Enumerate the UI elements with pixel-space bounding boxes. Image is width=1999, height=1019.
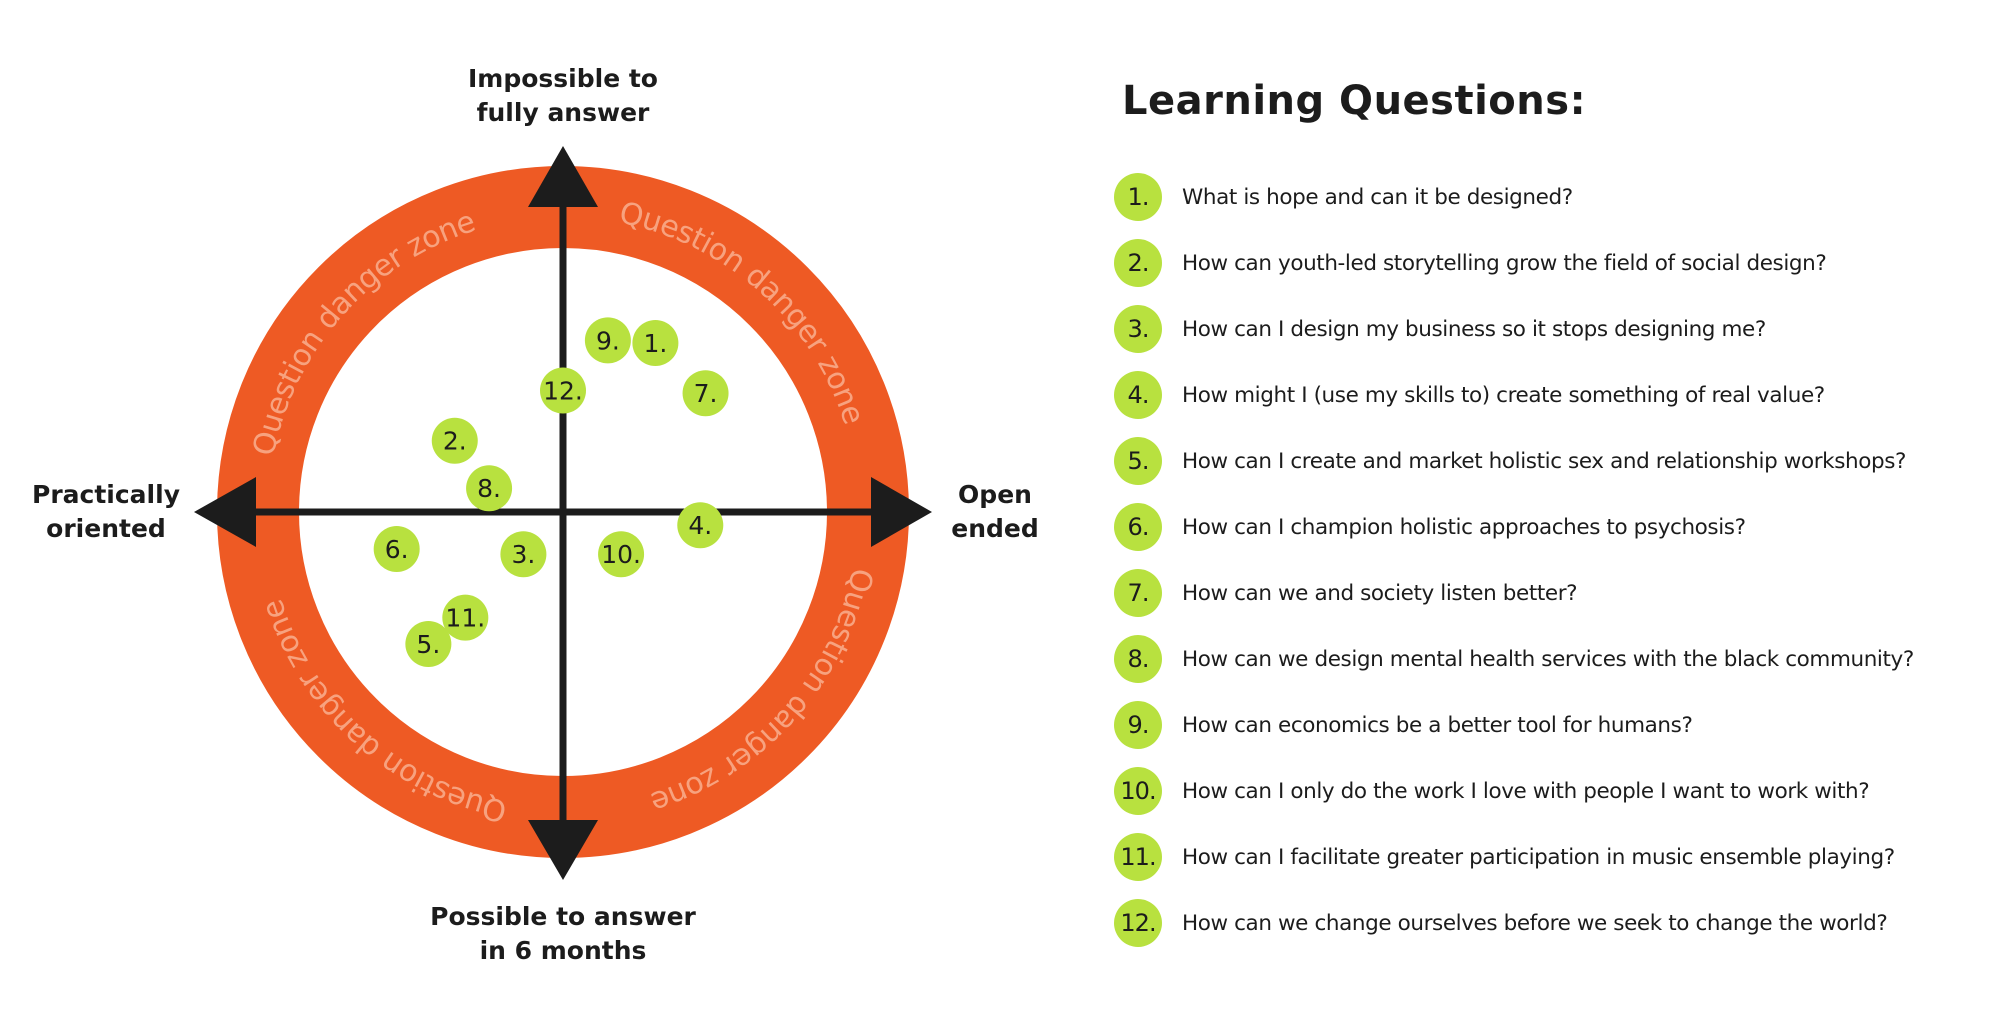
list-item: 4. How might I (use my skills to) create … — [1114, 362, 1984, 428]
marker-dot — [677, 502, 724, 549]
question-number-badge: 9. — [1114, 701, 1162, 749]
axis-label-top-line2: fully answer — [476, 98, 650, 127]
question-number-badge: 4. — [1114, 371, 1162, 419]
questions-list: 1. What is hope and can it be designed? 2.… — [1114, 164, 1984, 956]
list-item: 2. How can youth-led storytelling grow th… — [1114, 230, 1984, 296]
arrow-left-icon — [194, 477, 256, 547]
question-text: How can we change ourselves before we se… — [1182, 910, 1888, 936]
arrow-right-icon — [871, 477, 932, 547]
axis-label-top-line1: Impossible to — [467, 64, 658, 93]
list-item: 7. How can we and society listen better? — [1114, 560, 1984, 626]
marker-dot — [540, 367, 586, 414]
list-title: Learning Questions: — [1122, 78, 1587, 124]
question-text: How can we design mental health services… — [1182, 646, 1914, 672]
marker-dot — [682, 370, 729, 417]
question-number-badge: 3. — [1114, 305, 1162, 353]
list-item: 8. How can we design mental health servic… — [1114, 626, 1984, 692]
question-marker: 9. — [584, 317, 631, 364]
axis-label-right-line1: Open — [958, 480, 1032, 509]
arrow-up-icon — [528, 146, 598, 207]
marker-label: 5. — [416, 630, 440, 659]
marker-dot — [373, 525, 420, 572]
list-item: 6. How can I champion holistic approaches… — [1114, 494, 1984, 560]
question-text: How can youth-led storytelling grow the … — [1182, 250, 1827, 276]
marker-dot — [598, 531, 645, 578]
question-marker: 5. — [405, 621, 452, 667]
marker-dot — [431, 417, 478, 464]
question-text: What is hope and can it be designed? — [1182, 184, 1573, 210]
marker-label: 6. — [385, 535, 409, 564]
marker-dot — [500, 531, 547, 578]
question-text: How can I create and market holistic sex… — [1182, 448, 1907, 474]
question-number-badge: 12. — [1114, 899, 1162, 947]
question-number-badge: 7. — [1114, 569, 1162, 617]
marker-label: 9. — [596, 326, 620, 355]
question-number-badge: 10. — [1114, 767, 1162, 815]
axis-label-left: Practically oriented — [14, 478, 198, 546]
list-item: 10. How can I only do the work I love wit… — [1114, 758, 1984, 824]
question-text: How can I facilitate greater participati… — [1182, 844, 1895, 870]
marker-label: 1. — [643, 329, 667, 358]
marker-label: 7. — [694, 379, 718, 408]
question-text: How can I only do the work I love with p… — [1182, 778, 1870, 804]
marker-dot — [632, 320, 679, 367]
marker-label: 10. — [601, 540, 641, 569]
list-item: 1. What is hope and can it be designed? — [1114, 164, 1984, 230]
question-marker: 2. — [431, 417, 478, 464]
marker-dot — [442, 594, 489, 641]
question-number-badge: 11. — [1114, 833, 1162, 881]
marker-label: 11. — [445, 604, 485, 633]
axis-label-bottom-line2: in 6 months — [479, 936, 647, 965]
list-item: 9. How can economics be a better tool for… — [1114, 692, 1984, 758]
question-marker: 8. — [466, 465, 513, 512]
marker-label: 4. — [688, 511, 712, 540]
list-item: 12. How can we change ourselves before we… — [1114, 890, 1984, 956]
marker-label: 3. — [511, 540, 535, 569]
question-marker: 6. — [373, 525, 420, 572]
question-marker: 4. — [677, 502, 724, 549]
question-text: How can I champion holistic approaches t… — [1182, 514, 1746, 540]
question-number-badge: 6. — [1114, 503, 1162, 551]
question-marker: 11. — [442, 594, 489, 641]
axis-label-top: Impossible to fully answer — [463, 62, 663, 130]
question-text: How can we and society listen better? — [1182, 580, 1578, 606]
marker-label: 8. — [477, 474, 501, 503]
marker-dot — [405, 621, 452, 667]
question-text: How might I (use my skills to) create so… — [1182, 382, 1825, 408]
marker-label: 2. — [443, 427, 467, 456]
question-marker: 1. — [632, 320, 679, 367]
marker-dot — [466, 465, 513, 512]
question-number-badge: 1. — [1114, 173, 1162, 221]
question-number-badge: 5. — [1114, 437, 1162, 485]
question-number-badge: 2. — [1114, 239, 1162, 287]
axis-label-left-line2: oriented — [46, 514, 166, 543]
axis-label-right: Open ended — [940, 478, 1050, 546]
axis-label-right-line2: ended — [951, 514, 1039, 543]
question-marker: 7. — [682, 370, 729, 417]
question-marker: 12. — [540, 367, 586, 414]
list-item: 3. How can I design my business so it sto… — [1114, 296, 1984, 362]
axis-label-left-line1: Practically — [32, 480, 180, 509]
arrow-down-icon — [528, 820, 598, 880]
list-item: 11. How can I facilitate greater particip… — [1114, 824, 1984, 890]
list-item: 5. How can I create and market holistic s… — [1114, 428, 1984, 494]
question-marker: 3. — [500, 531, 547, 578]
axis-label-bottom: Possible to answer in 6 months — [413, 900, 713, 968]
axis-label-bottom-line1: Possible to answer — [430, 902, 696, 931]
question-marker: 10. — [598, 531, 645, 578]
marker-dot — [584, 317, 631, 364]
question-number-badge: 8. — [1114, 635, 1162, 683]
question-text: How can economics be a better tool for h… — [1182, 712, 1693, 738]
question-text: How can I design my business so it stops… — [1182, 316, 1766, 342]
marker-label: 12. — [543, 377, 583, 406]
